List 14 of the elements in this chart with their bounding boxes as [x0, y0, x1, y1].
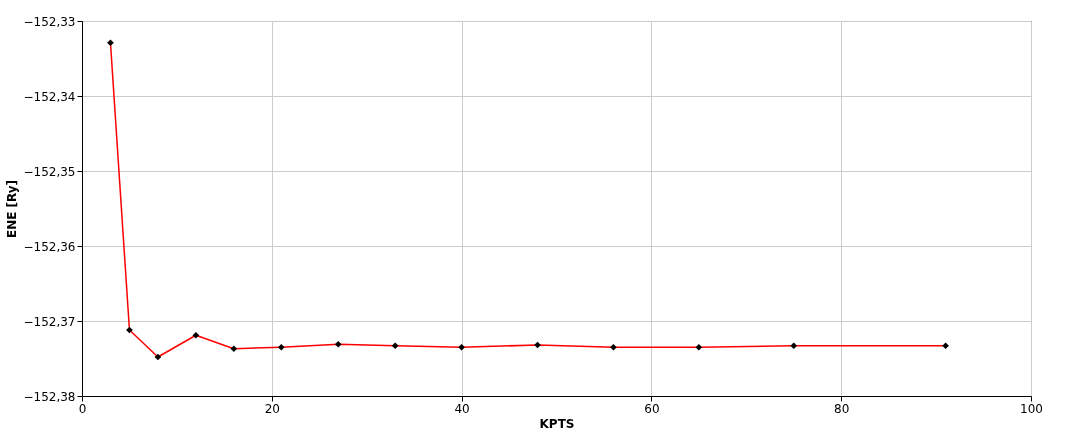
x-tick-label: 40 [454, 401, 470, 416]
x-tick-label: 20 [264, 401, 280, 416]
x-tick-label: 60 [644, 401, 660, 416]
y-tick-label: −152,36 [23, 239, 76, 254]
x-tick-label: 100 [1020, 401, 1043, 416]
y-tick-label: −152,38 [23, 389, 76, 404]
y-tick-label: −152,33 [23, 14, 76, 29]
y-axis-title: ENE [Ry] [5, 179, 20, 239]
x-tick-label: 80 [834, 401, 850, 416]
x-tick-label: 0 [78, 401, 87, 416]
y-tick-label: −152,37 [23, 314, 76, 329]
y-tick-label: −152,34 [23, 89, 76, 104]
x-axis-title: KPTS [539, 416, 575, 431]
y-tick-label: −152,35 [23, 164, 76, 179]
